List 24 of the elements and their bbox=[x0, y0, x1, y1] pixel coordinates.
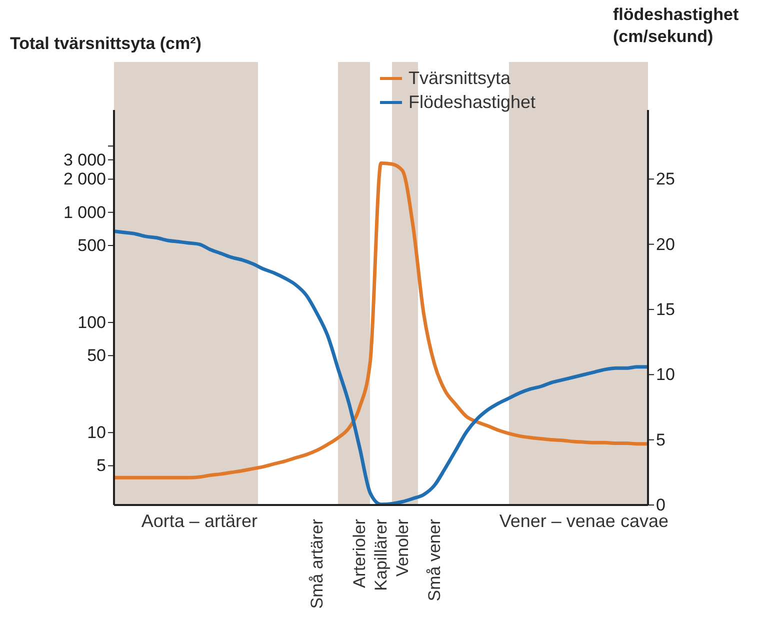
y2-axis-title: flödeshastighet (cm/sekund) bbox=[613, 4, 740, 48]
y2-tick-label: 15 bbox=[656, 300, 675, 319]
x-tick-label: Små vener bbox=[424, 518, 444, 602]
x-tick-label: Aorta – artärer bbox=[141, 511, 258, 531]
y-tick-label: 3 000 bbox=[63, 150, 106, 170]
y-axis-title: Total tvärsnittsyta (cm²) bbox=[10, 34, 202, 54]
y-tick-label: 5 bbox=[96, 456, 106, 476]
y-tick-label: 2 000 bbox=[63, 170, 106, 189]
y-tick-label: 50 bbox=[87, 346, 106, 366]
y-tick-label: 10 bbox=[87, 423, 106, 442]
legend-label: Tvärsnittsyta bbox=[408, 67, 510, 90]
y2-tick-label: 10 bbox=[656, 365, 675, 384]
y2-tick-label: 5 bbox=[656, 430, 666, 450]
x-tick-label: Venoler bbox=[392, 518, 412, 577]
line-series bbox=[114, 161, 648, 480]
x-tick-label: Kapillärer bbox=[372, 518, 390, 591]
legend-label: Flödeshastighet bbox=[408, 91, 536, 114]
y-tick-label: 1 000 bbox=[63, 202, 106, 222]
x-tick-label: Arterioler bbox=[350, 518, 370, 588]
y-tick-label: 500 bbox=[78, 236, 106, 255]
y-tick-label: 100 bbox=[78, 312, 106, 332]
y2-tick-label: 25 bbox=[656, 170, 675, 189]
x-tick-label: Små artärer bbox=[307, 518, 326, 609]
y2-tick-label: 20 bbox=[656, 234, 675, 254]
